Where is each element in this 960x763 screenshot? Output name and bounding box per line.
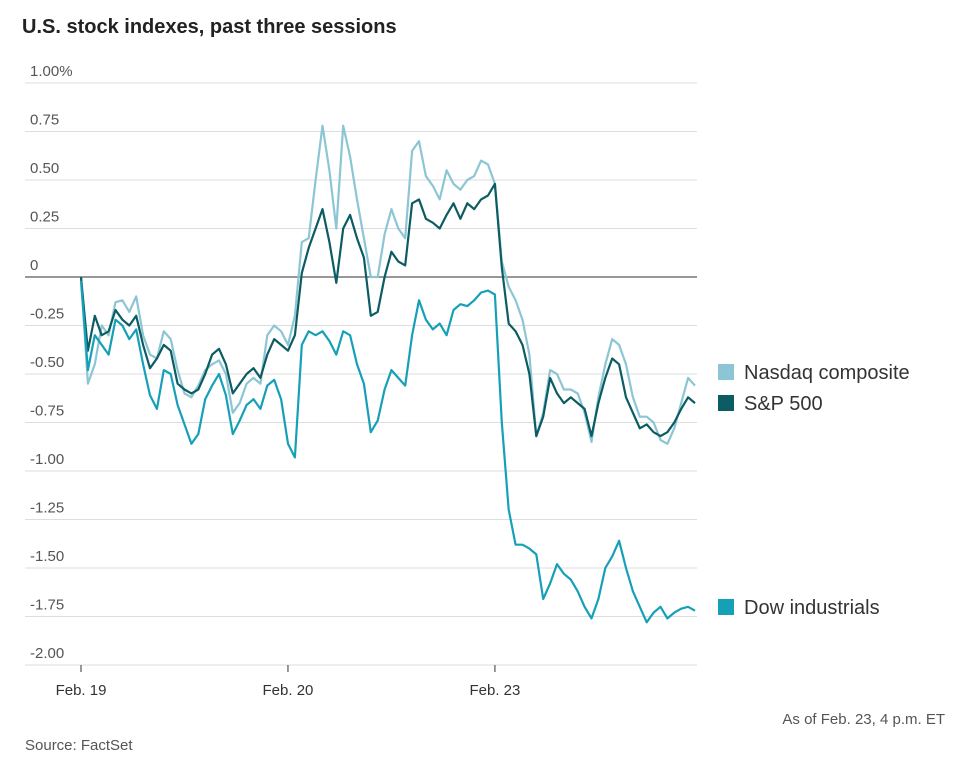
line [79, 280, 696, 624]
y-tick-label: -0.50 [30, 354, 64, 371]
legend-swatch [718, 364, 734, 380]
y-tick-label: -0.25 [30, 306, 64, 323]
y-tick-label: -0.75 [30, 403, 64, 420]
y-tick-label: -2.00 [30, 645, 64, 662]
legend-label: Nasdaq composite [744, 362, 910, 384]
x-tick-label: Feb. 23 [469, 682, 520, 699]
y-tick-label: 0.75 [30, 112, 59, 129]
legend-label: Dow industrials [744, 597, 880, 619]
y-tick-label: -1.25 [30, 500, 64, 517]
x-tick-label: Feb. 20 [263, 682, 314, 699]
source: Source: FactSet [25, 737, 133, 754]
y-tick-label: 0 [30, 257, 38, 274]
y-tick-label: -1.50 [30, 548, 64, 565]
x-tick-label: Feb. 19 [56, 682, 107, 699]
y-tick-label: 0.25 [30, 209, 59, 226]
chart-title: U.S. stock indexes, past three sessions [22, 16, 397, 38]
y-tick-label: -1.00 [30, 451, 64, 468]
legend-swatch [718, 395, 734, 411]
y-tick-label: 1.00% [30, 63, 73, 80]
line [79, 124, 696, 445]
line [79, 182, 696, 438]
y-tick-label: 0.50 [30, 160, 59, 177]
note: As of Feb. 23, 4 p.m. ET [782, 711, 945, 728]
legend-swatch [718, 599, 734, 615]
legend-label: S&P 500 [744, 393, 823, 415]
y-tick-label: -1.75 [30, 597, 64, 614]
